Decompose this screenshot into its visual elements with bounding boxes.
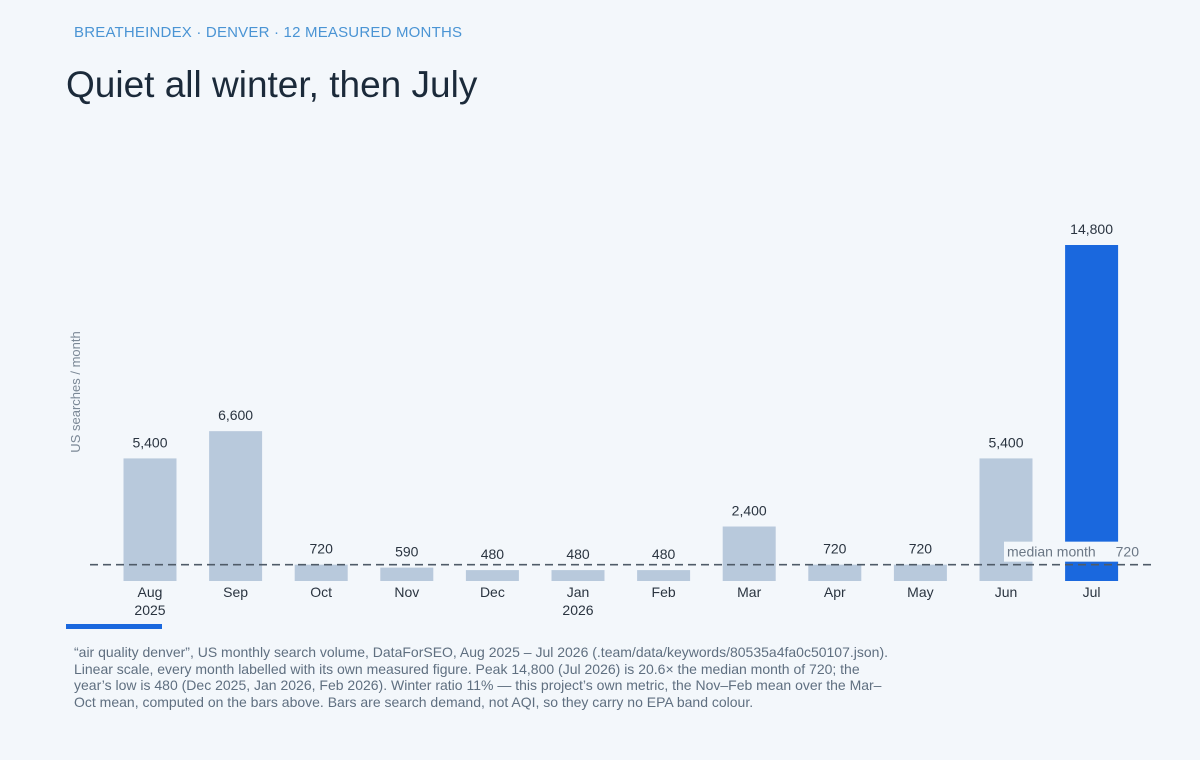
- median-reference-value: 720: [1116, 544, 1140, 560]
- page-title: Quiet all winter, then July: [66, 64, 478, 105]
- bar: [722, 526, 776, 581]
- bar-value-label: 14,800: [1070, 221, 1113, 237]
- bar-value-label: 720: [310, 541, 334, 557]
- x-tick-label: Nov: [394, 584, 419, 600]
- median-reference-group: median month 720: [90, 541, 1152, 566]
- bar: [979, 458, 1033, 581]
- x-tick-label: Jan: [567, 584, 590, 600]
- x-tick-label: Feb: [652, 584, 676, 600]
- bar-value-label: 480: [566, 546, 590, 562]
- accent-bar: [66, 624, 162, 629]
- bars-group: 5,400 Aug 2025 6,600 Sep 720 Oct 590 Nov 480 Dec 48…: [123, 221, 1119, 618]
- bar-value-label: 480: [652, 546, 676, 562]
- x-tick-label: May: [907, 584, 933, 600]
- bar-value-label: 5,400: [132, 434, 167, 450]
- bar: [465, 570, 519, 581]
- bar: [380, 567, 434, 581]
- bar: [209, 431, 263, 581]
- bar-value-label: 480: [481, 546, 505, 562]
- bar: [808, 564, 862, 581]
- bar-value-label: 5,400: [988, 434, 1023, 450]
- bar-value-label: 6,600: [218, 407, 253, 423]
- median-label-background: [1004, 541, 1142, 562]
- x-tick-label: Aug: [138, 584, 163, 600]
- footnote: “air quality denver”, US monthly search …: [74, 644, 889, 710]
- x-tick-label: Sep: [223, 584, 248, 600]
- x-tick-label: Oct: [310, 584, 332, 600]
- x-tick-label: Dec: [480, 584, 505, 600]
- bar: [1065, 245, 1119, 581]
- x-tick-year-label: 2025: [134, 602, 165, 618]
- bar-value-label: 720: [909, 541, 933, 557]
- bar: [123, 458, 177, 581]
- x-tick-label: Apr: [824, 584, 846, 600]
- bar: [893, 564, 947, 581]
- bar-value-label: 590: [395, 544, 419, 560]
- bar-value-label: 2,400: [732, 503, 767, 519]
- bar-chart: US searches / month 5,400 Aug 2025 6,600 Sep…: [68, 221, 1152, 618]
- bar-value-label: 720: [823, 541, 847, 557]
- x-tick-year-label: 2026: [562, 602, 593, 618]
- x-tick-label: Jun: [995, 584, 1018, 600]
- kicker: BREATHEINDEX · DENVER · 12 MEASURED MONT…: [74, 24, 463, 41]
- x-tick-label: Mar: [737, 584, 761, 600]
- bar: [637, 570, 691, 581]
- bar: [294, 564, 348, 581]
- median-reference-label: median month: [1007, 544, 1096, 560]
- y-axis-label: US searches / month: [68, 331, 83, 452]
- bar: [551, 570, 605, 581]
- x-tick-label: Jul: [1083, 584, 1101, 600]
